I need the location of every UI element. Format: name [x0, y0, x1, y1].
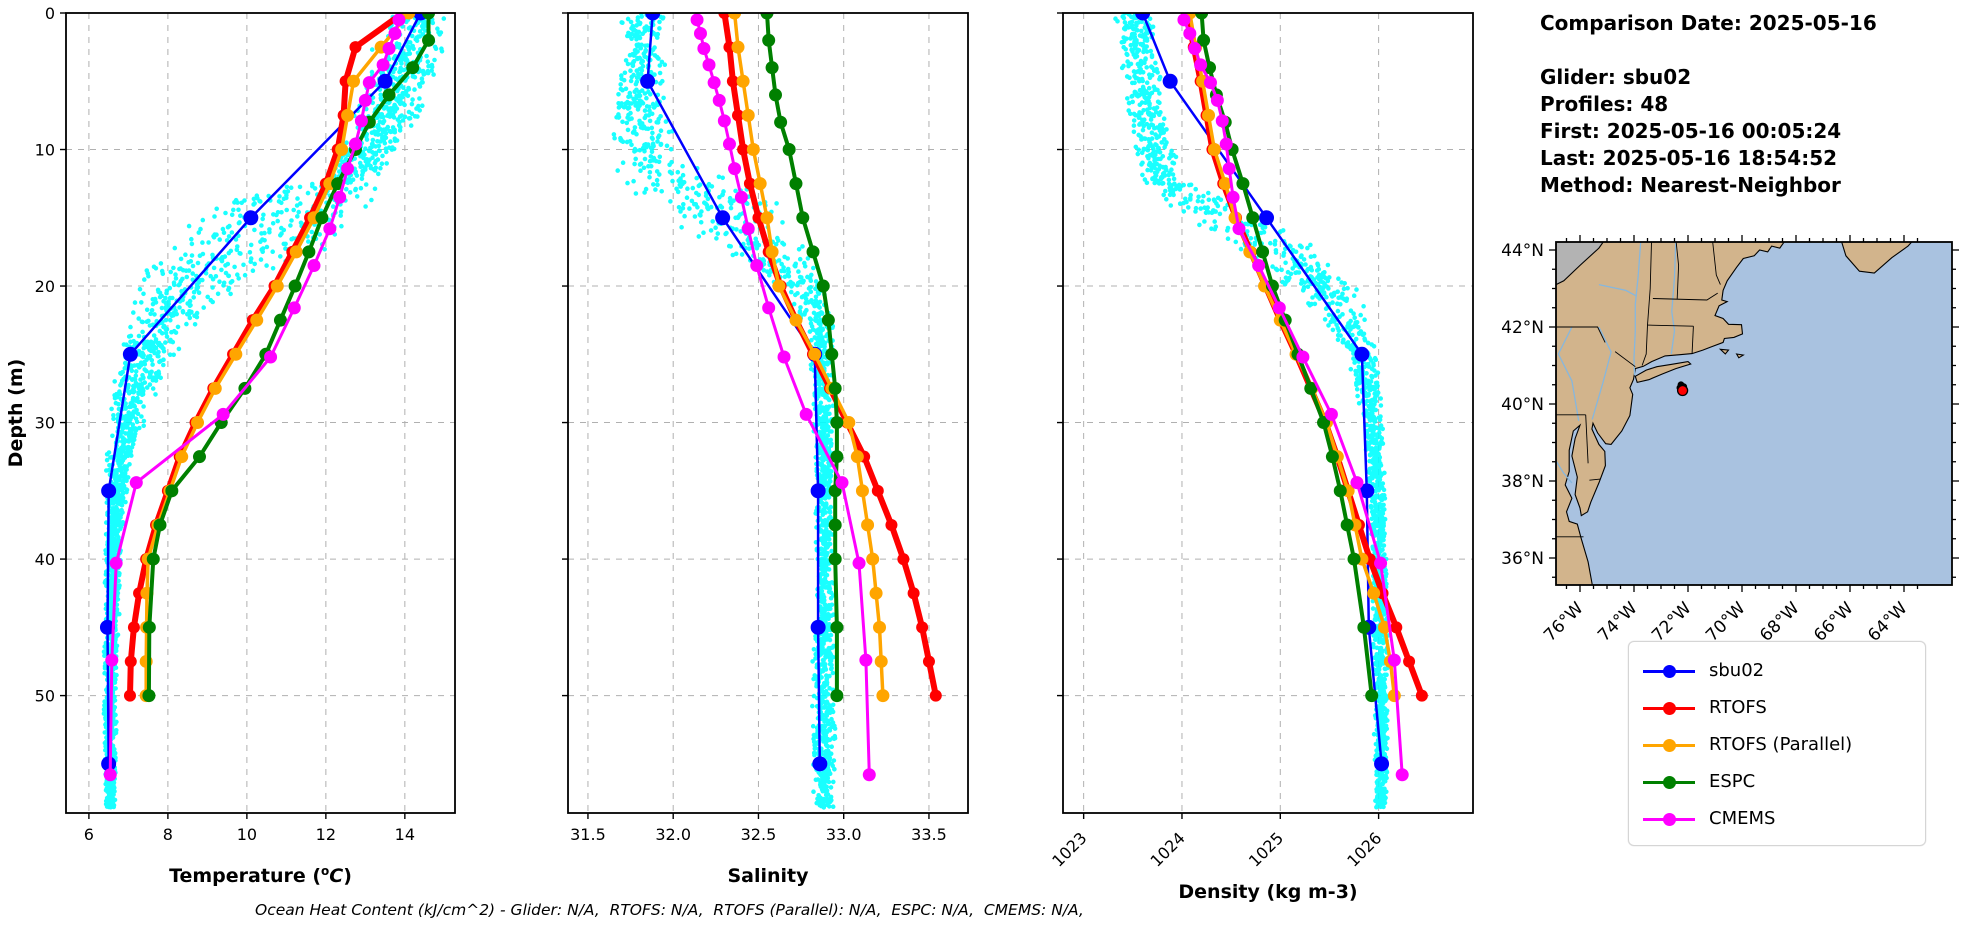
- legend-entry-rtofs: RTOFS: [1629, 689, 1925, 726]
- location-map: 44°N 42°N 40°N 38°N 36°N 76°W 74°W 72°W 70°W 68°W…: [1501, 235, 1959, 646]
- x-tick-label: 1025: [1245, 828, 1287, 870]
- map-lat-label: 42°N: [1501, 318, 1544, 338]
- info-line: Profiles: 48: [1540, 92, 1669, 116]
- legend-label: CMEMS: [1709, 808, 1776, 829]
- legend-label: RTOFS: [1709, 697, 1767, 718]
- map-lon-label: 70°W: [1702, 598, 1749, 645]
- depth-tick-label: 40: [35, 550, 55, 569]
- espc-temperature-c-line: [142, 13, 436, 703]
- legend-line-marker-icon: [1643, 812, 1695, 826]
- depth-tick-label: 0: [45, 4, 55, 23]
- sbu02-salinity-line: [640, 13, 828, 772]
- x-axis-label: Salinity: [727, 865, 809, 887]
- nantucket: [1735, 353, 1745, 359]
- map-lon-label: 74°W: [1594, 598, 1641, 645]
- x-tick-label: 1024: [1147, 828, 1189, 870]
- map-lon-label: 68°W: [1756, 598, 1803, 645]
- x-tick-label: 32.0: [655, 825, 691, 844]
- profile-panel-1: 31.5 32.0 32.5 33.0 33.5 Salinity: [562, 12, 969, 887]
- nova-scotia: [1841, 242, 1913, 274]
- x-tick-label: 33.5: [911, 825, 947, 844]
- info-line: Method: Nearest-Neighbor: [1540, 173, 1841, 197]
- x-tick-label: 8: [163, 825, 173, 844]
- legend-line-marker-icon: [1643, 701, 1695, 715]
- info-line: [1540, 37, 1877, 64]
- map-lon-label: 76°W: [1540, 598, 1587, 645]
- x-tick-label: 12: [316, 825, 336, 844]
- legend-label: RTOFS (Parallel): [1709, 734, 1853, 755]
- map-lat-label: 40°N: [1501, 395, 1544, 415]
- depth-tick-label: 50: [35, 687, 55, 706]
- x-tick-label: 32.5: [741, 825, 777, 844]
- legend-label: sbu02: [1709, 660, 1765, 681]
- legend-entry-cmems: CMEMS: [1629, 800, 1925, 837]
- glider-scatter-cloud: [1113, 13, 1391, 810]
- map-lon-label: 64°W: [1864, 598, 1911, 645]
- map-lat-label: 36°N: [1501, 549, 1544, 569]
- info-panel: Comparison Date: 2025-05-16 Glider: sbu0…: [1540, 10, 1877, 199]
- glider-scatter-cloud: [101, 13, 447, 810]
- glider-position-marker: [1676, 384, 1689, 397]
- x-tick-label: 14: [395, 825, 415, 844]
- x-tick-label: 33.0: [826, 825, 862, 844]
- info-line: First: 2025-05-16 00:05:24: [1540, 119, 1842, 143]
- glider-scatter-cloud: [611, 13, 838, 810]
- x-tick-label: 6: [84, 825, 94, 844]
- cmems-density-kg-m-3-line: [1177, 13, 1409, 782]
- legend-line-marker-icon: [1643, 738, 1695, 752]
- long-island: [1634, 361, 1692, 384]
- x-tick-label: 31.5: [570, 825, 606, 844]
- y-axis-label: Depth (m): [5, 359, 27, 468]
- map-lon-label: 66°W: [1810, 598, 1857, 645]
- profile-panel-2: 1023 1024 1025 1026 Density (kg m-3): [1048, 12, 1474, 903]
- espc-salinity-line: [760, 13, 844, 703]
- marthas-vineyard: [1718, 348, 1730, 355]
- info-line: Glider: sbu02: [1540, 65, 1692, 89]
- depth-tick-label: 20: [35, 277, 55, 296]
- cmems-temperature-c-line: [103, 13, 406, 782]
- legend-line-marker-icon: [1643, 775, 1695, 789]
- cmems-salinity-line: [690, 13, 876, 782]
- rtofs-parallel-salinity-line: [728, 13, 890, 703]
- canada: [1556, 242, 1604, 286]
- x-axis-label: Temperature (oC): [169, 864, 352, 887]
- info-line: Comparison Date: 2025-05-16: [1540, 11, 1877, 35]
- x-tick-label: 10: [237, 825, 257, 844]
- profile-panel-0: 6 8 10 12 14 0 10 20 30 40 50 Temperature (oC): [35, 4, 456, 887]
- ocean-heat-content-caption: Ocean Heat Content (kJ/cm^2) - Glider: N…: [255, 901, 1084, 919]
- x-tick-label: 1023: [1048, 828, 1090, 870]
- legend-entry-rtofs-parallel-: RTOFS (Parallel): [1629, 726, 1925, 763]
- x-axis-label: Density (kg m-3): [1178, 881, 1357, 903]
- depth-tick-label: 10: [35, 141, 55, 160]
- legend-line-marker-icon: [1643, 664, 1695, 678]
- legend: sbu02 RTOFS RTOFS (Parallel) ESPC CMEMS: [1628, 641, 1926, 846]
- legend-entry-espc: ESPC: [1629, 763, 1925, 800]
- sbu02-density-kg-m-3-line: [1135, 13, 1390, 772]
- x-tick-label: 1026: [1343, 828, 1385, 870]
- mainland: [1556, 242, 1785, 585]
- map-lat-label: 44°N: [1501, 241, 1544, 261]
- depth-tick-label: 30: [35, 414, 55, 433]
- legend-entry-sbu02: sbu02: [1629, 652, 1925, 689]
- map-lon-label: 72°W: [1648, 598, 1695, 645]
- map-lat-label: 38°N: [1501, 472, 1544, 492]
- espc-density-kg-m-3-line: [1195, 13, 1379, 703]
- info-line: Last: 2025-05-16 18:54:52: [1540, 146, 1838, 170]
- legend-label: ESPC: [1709, 771, 1756, 792]
